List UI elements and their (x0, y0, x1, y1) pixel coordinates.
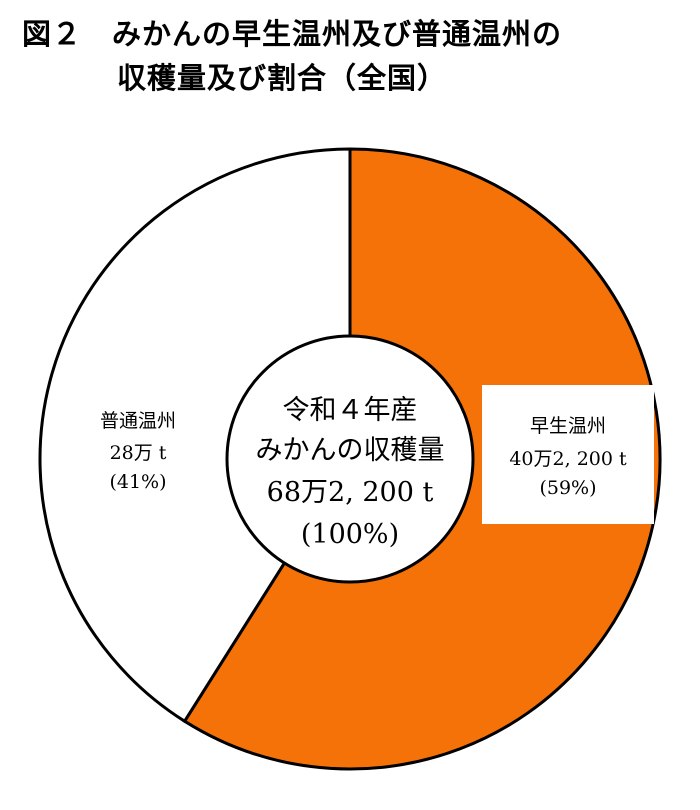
slice-label-early: 早生温州 40万2, 200 t (59%) (482, 385, 654, 524)
figure-title-line2: 収穫量及び割合（全国） (117, 61, 448, 95)
center-label-year: 令和４年産 (283, 395, 418, 426)
slice-label-early-percent: (59%) (539, 477, 596, 499)
center-label-percent: (100%) (301, 519, 399, 550)
center-circle (225, 334, 475, 584)
slice-label-early-box (482, 385, 654, 524)
slice-label-regular-name: 普通温州 (100, 410, 176, 432)
slice-label-early-name: 早生温州 (530, 415, 606, 437)
center-label-total: 68万2, 200 t (267, 477, 434, 508)
center-label: 令和４年産 みかんの収穫量 68万2, 200 t (100%) (256, 395, 445, 550)
center-label-heading: みかんの収穫量 (256, 435, 445, 466)
slice-label-early-value: 40万2, 200 t (509, 448, 627, 470)
figure-title-line1: 図２ みかんの早生温州及び普通温州の (22, 17, 563, 51)
slice-label-regular-value: 28万 t (110, 442, 167, 464)
slice-regular (38, 147, 352, 724)
slice-label-regular-percent: (41%) (109, 471, 166, 493)
figure-title: 図２ みかんの早生温州及び普通温州の 収穫量及び割合（全国） (22, 12, 682, 100)
slice-label-regular: 普通温州 28万 t (41%) (100, 410, 176, 493)
